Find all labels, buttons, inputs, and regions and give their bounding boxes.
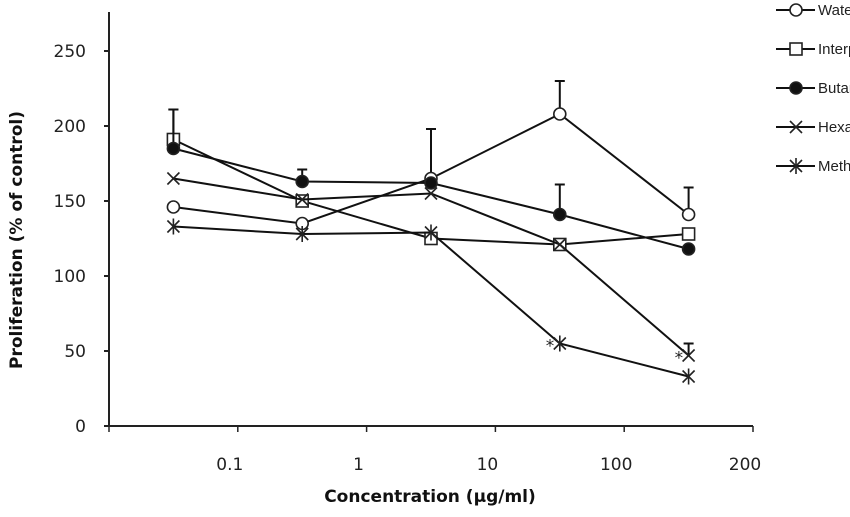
x-marker-stroke	[682, 348, 696, 363]
data-point	[166, 218, 180, 235]
legend-label: Methanol	[818, 158, 850, 175]
series-hexane	[166, 171, 696, 363]
y-tick-label: 150	[54, 192, 86, 212]
significance-asterisk: *	[675, 349, 684, 369]
data-point	[295, 174, 310, 189]
legend-item: Butanol	[776, 80, 850, 97]
x-tick-label: 0.1	[216, 455, 243, 475]
filled-circle-marker-shape	[424, 176, 438, 190]
circle-marker-shape	[681, 207, 696, 222]
filled-circle-marker	[789, 81, 803, 95]
legend-label: Interphase	[818, 41, 850, 58]
series-line	[173, 225, 689, 378]
x-axis-label: Concentration (µg/ml)	[324, 487, 536, 507]
x-tick-label: 100	[600, 455, 632, 475]
circle-marker-shape	[166, 200, 181, 214]
x-marker-stroke	[166, 171, 180, 186]
data-point	[553, 335, 567, 352]
asterisk-marker	[789, 158, 803, 174]
filled-circle-marker-shape	[789, 81, 803, 95]
data-point	[166, 171, 180, 186]
data-point	[295, 192, 309, 207]
y-tick-label: 50	[64, 342, 86, 362]
data-point	[166, 200, 181, 214]
x-marker-stroke	[553, 237, 567, 252]
legend-label: Butanol	[818, 80, 850, 97]
x-tick-label: 10	[477, 455, 499, 475]
y-tick-label: 0	[75, 417, 86, 437]
data-point	[552, 107, 567, 121]
square-marker-shape	[789, 42, 803, 56]
square-marker-shape	[295, 194, 310, 208]
data-point	[552, 207, 567, 222]
series-line	[173, 177, 690, 357]
significance-asterisk: *	[546, 337, 555, 357]
legend-item: Hexane	[776, 119, 850, 136]
legend-item: Water	[776, 2, 850, 19]
series-butanol	[166, 108, 696, 256]
open-square-marker	[789, 42, 803, 56]
data-point	[682, 368, 696, 385]
circle-marker-shape	[789, 3, 803, 17]
filled-circle-marker-shape	[552, 207, 567, 222]
filled-circle-marker-shape	[681, 242, 696, 256]
square-marker-shape	[681, 227, 696, 241]
data-point	[166, 141, 181, 156]
x-marker	[789, 120, 803, 134]
series-methanol	[166, 218, 696, 385]
y-tick-label: 200	[54, 117, 86, 137]
data-point	[681, 207, 696, 222]
x-marker-stroke	[789, 120, 803, 134]
filled-circle-marker-shape	[166, 141, 181, 156]
y-tick-label: 250	[54, 42, 86, 62]
data-point	[295, 226, 309, 242]
data-point	[682, 348, 696, 363]
y-tick-label: 100	[54, 267, 86, 287]
x-tick-label: 200	[729, 455, 761, 475]
data-point	[681, 242, 696, 256]
y-axis-label: Proliferation (% of control)	[7, 111, 27, 369]
data-point	[424, 186, 438, 201]
x-marker-stroke	[295, 192, 309, 207]
data-point	[424, 176, 438, 190]
legend-item: Interphase	[776, 41, 850, 58]
open-circle-marker	[789, 3, 803, 17]
data-point	[681, 227, 696, 241]
data-point	[424, 224, 438, 241]
legend-label: Water	[818, 2, 850, 19]
filled-circle-marker-shape	[295, 174, 310, 189]
x-marker-stroke	[424, 186, 438, 201]
legend-item: Methanol	[776, 158, 850, 175]
circle-marker-shape	[552, 107, 567, 121]
series-water	[166, 80, 696, 231]
data-point	[295, 194, 310, 208]
data-point	[553, 237, 567, 252]
x-tick-label: 1	[353, 455, 364, 475]
legend-label: Hexane	[818, 119, 850, 136]
